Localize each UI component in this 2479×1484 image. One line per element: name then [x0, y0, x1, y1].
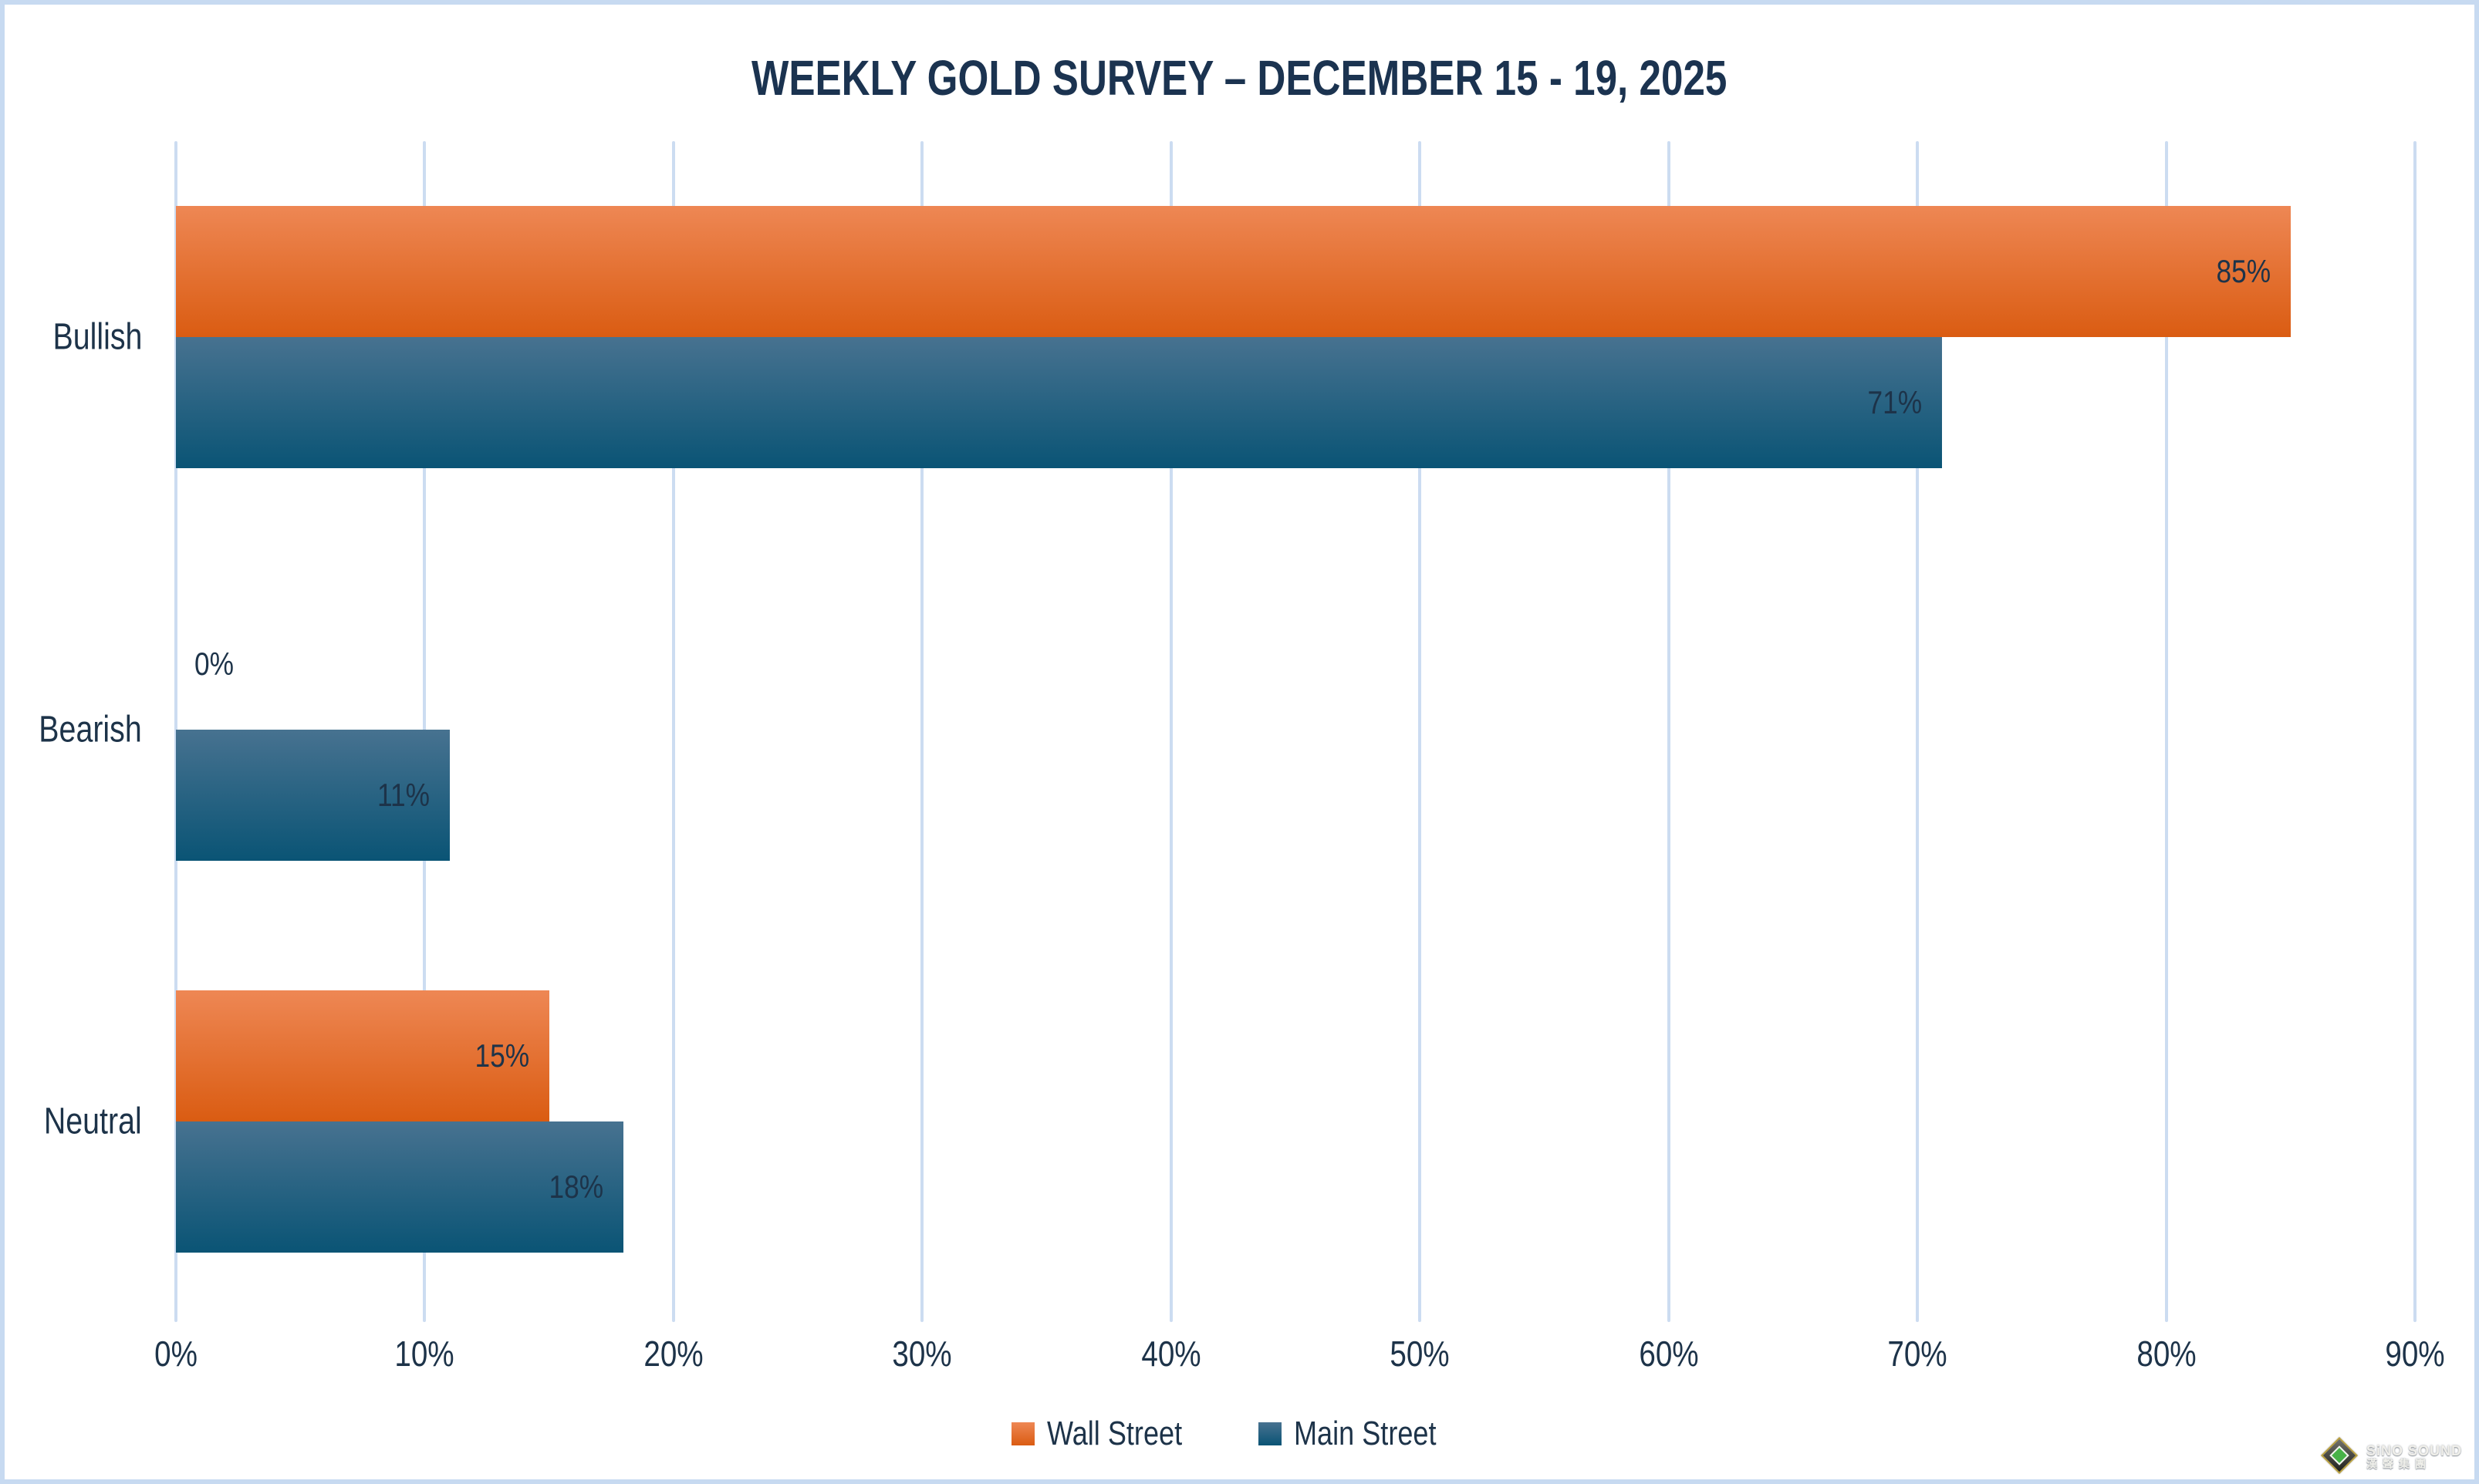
- bar-wall-street-neutral: 15%: [176, 990, 549, 1121]
- gridline: [1916, 141, 1920, 1322]
- category-label-bearish: Bearish: [39, 709, 142, 750]
- legend-label: Main Street: [1293, 1415, 1437, 1452]
- legend-item-main-street: Main Street: [1258, 1415, 1467, 1453]
- category-label-bullish: Bullish: [52, 316, 142, 358]
- bar-main-street-neutral: 18%: [176, 1121, 624, 1253]
- watermark: SiNO SOUND 漢聲集團: [2320, 1436, 2462, 1475]
- watermark-brand: SiNO SOUND: [2366, 1443, 2462, 1459]
- gridline: [1418, 141, 1422, 1322]
- gridline: [2164, 141, 2168, 1322]
- x-axis-tick-label: 90%: [2385, 1334, 2445, 1374]
- chart-title: WEEKLY GOLD SURVEY – DECEMBER 15 - 19, 2…: [5, 49, 2474, 106]
- legend: Wall Street Main Street: [5, 1415, 2474, 1453]
- bar-main-street-bearish: 11%: [176, 729, 450, 861]
- x-axis-tick-label: 60%: [1638, 1334, 1699, 1374]
- legend-swatch-icon: [1258, 1422, 1282, 1445]
- chart-title-text: WEEKLY GOLD SURVEY – DECEMBER 15 - 19, 2…: [751, 50, 1728, 106]
- value-label: 71%: [1867, 384, 1923, 421]
- plot-area: 85% 71% 0% 11% 15% 18%: [174, 141, 2417, 1322]
- category-label-neutral: Neutral: [44, 1101, 142, 1142]
- legend-item-wall-street: Wall Street: [1012, 1415, 1212, 1453]
- sino-sound-logo-icon: [2320, 1436, 2359, 1475]
- watermark-brand-cjk: 漢聲集團: [2366, 1458, 2431, 1471]
- value-label: 11%: [377, 776, 430, 813]
- value-label: 18%: [549, 1168, 604, 1205]
- gridline: [920, 141, 924, 1322]
- x-axis-tick-label: 20%: [643, 1334, 704, 1374]
- gridline: [2413, 141, 2417, 1322]
- x-axis-tick-label: 80%: [2136, 1334, 2197, 1374]
- x-axis-tick-label: 40%: [1141, 1334, 1201, 1374]
- bar-main-street-bullish: 71%: [176, 337, 1943, 469]
- x-axis-tick-label: 30%: [892, 1334, 953, 1374]
- x-axis-tick-label: 0%: [154, 1334, 198, 1374]
- legend-label: Wall Street: [1047, 1415, 1183, 1452]
- x-axis-tick-label: 50%: [1390, 1334, 1450, 1374]
- value-label: 85%: [2216, 253, 2271, 290]
- bar-wall-street-bullish: 85%: [176, 206, 2291, 338]
- gridline: [1169, 141, 1173, 1322]
- gridline: [671, 141, 675, 1322]
- gridline: [1667, 141, 1670, 1322]
- x-axis-tick-label: 70%: [1887, 1334, 1947, 1374]
- x-axis-tick-label: 10%: [394, 1334, 455, 1374]
- value-label: 15%: [475, 1037, 529, 1074]
- legend-swatch-icon: [1012, 1422, 1035, 1445]
- value-label: 0%: [194, 645, 234, 682]
